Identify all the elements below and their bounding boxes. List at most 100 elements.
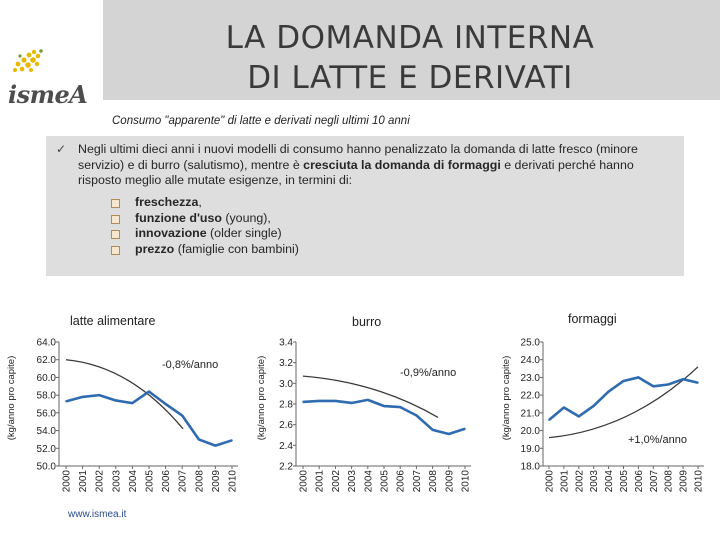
y-tick-label: 22.0 xyxy=(521,391,541,402)
y-tick-label: 56.0 xyxy=(37,408,57,419)
info-text-a: Negli ultimi dieci anni i nuovi modelli … xyxy=(78,142,638,172)
data-point xyxy=(231,439,233,442)
bullet-item: prezzo (famiglie con bambini) xyxy=(111,242,299,258)
bullet-item: funzione d'uso (young), xyxy=(111,211,299,227)
bullet-square-icon xyxy=(111,199,120,208)
footer-url[interactable]: www.ismea.it xyxy=(68,509,127,520)
x-tick-label: 2010 xyxy=(694,470,705,493)
page-title-line2: DI LATTE E DERIVATI xyxy=(247,60,573,96)
x-tick-label: 2009 xyxy=(679,470,690,493)
data-point xyxy=(148,390,150,393)
x-tick-label: 2003 xyxy=(589,470,600,493)
x-tick-label: 2008 xyxy=(194,470,205,493)
data-point xyxy=(697,381,699,384)
bullet-bold: funzione d'uso xyxy=(135,210,222,225)
chart-title-latte: latte alimentare xyxy=(70,314,156,328)
bullet-rest: , xyxy=(198,195,202,209)
x-tick-label: 2008 xyxy=(428,470,439,493)
x-tick-label: 2001 xyxy=(78,470,89,493)
data-point xyxy=(65,400,67,403)
x-tick-label: 2002 xyxy=(331,470,342,493)
y-tick-label: 3.4 xyxy=(279,338,293,349)
bullet-rest: (young), xyxy=(221,210,271,225)
y-tick-label: 62.0 xyxy=(37,355,57,366)
trend-label: -0,9%/anno xyxy=(400,367,456,379)
data-point xyxy=(415,414,418,417)
x-tick-label: 2010 xyxy=(461,470,472,493)
data-point xyxy=(431,429,434,431)
y-axis-label: (kg/anno pro capite) xyxy=(501,356,512,441)
x-tick-label: 2005 xyxy=(619,470,630,493)
x-tick-label: 2008 xyxy=(664,470,675,493)
data-point xyxy=(637,376,640,379)
x-tick-label: 2007 xyxy=(178,470,189,493)
x-tick-label: 2003 xyxy=(111,470,122,493)
x-tick-label: 2007 xyxy=(649,470,660,493)
y-tick-label: 3.0 xyxy=(279,379,293,390)
chart-title-formaggi: formaggi xyxy=(568,312,617,326)
trend-line xyxy=(302,375,439,418)
x-tick-label: 2006 xyxy=(161,470,172,493)
data-point xyxy=(578,415,580,418)
data-point xyxy=(682,378,684,381)
x-tick-label: 2003 xyxy=(347,470,358,493)
page-title: LA DOMANDA INTERNA DI LATTE E DERIVATI xyxy=(210,18,610,98)
bullet-square-icon xyxy=(111,214,120,224)
data-point xyxy=(548,419,550,421)
y-tick-label: 2.8 xyxy=(279,400,293,411)
y-tick-label: 24.0 xyxy=(521,355,541,366)
x-tick-label: 2004 xyxy=(363,470,374,493)
data-point xyxy=(448,433,450,435)
y-tick-label: 2.2 xyxy=(279,462,293,473)
trend-line xyxy=(65,359,184,430)
bullet-bold: innovazione xyxy=(135,226,207,241)
x-tick-label: 2009 xyxy=(211,470,222,493)
x-tick-label: 2004 xyxy=(604,470,615,493)
data-point xyxy=(181,414,183,417)
trend-label: +1,0%/anno xyxy=(628,434,687,446)
x-tick-label: 2000 xyxy=(299,470,310,493)
subtitle: Consumo "apparente" di latte e derivati … xyxy=(112,115,410,127)
y-tick-label: 50.0 xyxy=(37,462,57,473)
info-paragraph: Negli ultimi dieci anni i nuovi modelli … xyxy=(78,142,674,189)
logo-dots-icon xyxy=(13,49,43,72)
y-tick-label: 25.0 xyxy=(521,338,541,349)
bullet-rest: (older single) xyxy=(206,226,282,241)
data-point xyxy=(652,385,655,388)
data-point xyxy=(198,438,200,441)
bullet-item: freschezza, xyxy=(111,195,299,211)
bullet-rest: (famiglie con bambini) xyxy=(174,242,299,257)
x-tick-label: 2000 xyxy=(545,470,556,493)
x-tick-label: 2006 xyxy=(396,470,407,493)
data-point xyxy=(592,404,595,407)
y-tick-label: 2.6 xyxy=(279,420,293,431)
x-tick-label: 2002 xyxy=(95,470,106,493)
info-box xyxy=(46,136,684,276)
info-bullet-list: freschezza, funzione d'uso (young), inno… xyxy=(111,195,299,258)
data-point xyxy=(383,405,385,407)
data-point xyxy=(81,396,84,398)
x-tick-label: 2009 xyxy=(444,470,455,493)
y-tick-label: 60.0 xyxy=(37,373,57,384)
logo-text: ismeA xyxy=(8,80,88,109)
data-point xyxy=(334,400,337,402)
check-icon: ✓ xyxy=(56,142,67,156)
data-point xyxy=(98,394,100,396)
data-point xyxy=(302,401,304,403)
y-tick-label: 18.0 xyxy=(521,462,541,473)
y-tick-label: 20.0 xyxy=(521,426,541,437)
x-tick-label: 2001 xyxy=(559,470,570,493)
bullet-square-icon xyxy=(111,230,120,240)
data-point xyxy=(607,390,610,393)
x-tick-label: 2002 xyxy=(574,470,585,493)
x-tick-label: 2005 xyxy=(380,470,391,493)
data-point xyxy=(214,444,217,447)
y-tick-label: 23.0 xyxy=(521,373,541,384)
y-tick-label: 54.0 xyxy=(37,426,57,437)
x-tick-label: 2004 xyxy=(128,470,139,493)
ismea-logo xyxy=(6,46,101,108)
bullet-bold: freschezza xyxy=(135,195,199,209)
x-tick-label: 2005 xyxy=(145,470,156,493)
series-line xyxy=(65,390,233,447)
